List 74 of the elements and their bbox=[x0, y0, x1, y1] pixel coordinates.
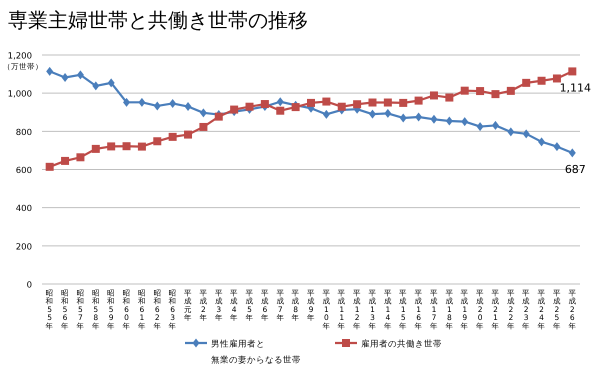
point bbox=[506, 86, 515, 95]
point bbox=[184, 102, 192, 112]
point bbox=[400, 113, 407, 122]
point bbox=[76, 70, 84, 80]
point bbox=[214, 112, 223, 121]
point bbox=[414, 96, 423, 105]
point bbox=[415, 112, 422, 122]
point bbox=[384, 108, 392, 118]
point bbox=[322, 98, 330, 106]
y-tick-label: 400 bbox=[16, 204, 32, 214]
point bbox=[122, 142, 131, 150]
point bbox=[445, 94, 454, 102]
data-label: 1,114 bbox=[560, 81, 592, 94]
point bbox=[92, 144, 100, 153]
point bbox=[399, 98, 408, 107]
point bbox=[368, 98, 376, 107]
point bbox=[430, 91, 438, 100]
point bbox=[200, 108, 207, 118]
point bbox=[538, 137, 546, 146]
point bbox=[446, 116, 453, 126]
point bbox=[199, 122, 208, 131]
point bbox=[246, 102, 254, 111]
point bbox=[492, 120, 499, 130]
point bbox=[76, 153, 84, 162]
point bbox=[553, 142, 560, 152]
point bbox=[322, 110, 330, 119]
point bbox=[507, 127, 514, 136]
point bbox=[168, 132, 177, 141]
point bbox=[92, 81, 100, 90]
point bbox=[46, 66, 54, 76]
y-tick-label: 0 bbox=[26, 280, 32, 290]
point bbox=[46, 162, 54, 171]
point bbox=[169, 98, 176, 108]
point bbox=[62, 73, 69, 82]
point bbox=[568, 148, 576, 158]
point bbox=[538, 76, 546, 85]
point bbox=[260, 100, 269, 108]
point bbox=[491, 90, 500, 98]
point bbox=[276, 97, 284, 106]
point bbox=[184, 130, 192, 139]
point bbox=[61, 156, 70, 165]
point bbox=[552, 74, 561, 82]
point bbox=[353, 100, 362, 108]
point bbox=[476, 122, 484, 132]
point bbox=[384, 98, 392, 107]
point bbox=[292, 103, 300, 112]
point bbox=[568, 67, 576, 76]
point bbox=[154, 101, 161, 110]
legend-label: 雇用者の共働き世帯 bbox=[361, 338, 442, 350]
y-tick-label: 200 bbox=[16, 242, 32, 252]
point bbox=[461, 117, 468, 126]
chart-title: 専業主婦世帯と共働き世帯の推移 bbox=[8, 8, 308, 32]
point bbox=[430, 114, 438, 124]
point bbox=[522, 78, 530, 87]
point bbox=[138, 98, 146, 107]
point bbox=[307, 98, 315, 107]
point bbox=[123, 98, 130, 107]
point bbox=[460, 86, 469, 95]
point bbox=[522, 129, 530, 138]
point bbox=[107, 142, 116, 150]
point bbox=[368, 110, 376, 119]
y-tick-label: 1,000 bbox=[8, 90, 32, 100]
y-tick-label: 1,200 bbox=[8, 52, 32, 62]
legend-label: 男性雇用者と無業の妻からなる世帯 bbox=[211, 338, 301, 366]
y-tick-label: 800 bbox=[16, 128, 32, 138]
point bbox=[338, 102, 346, 111]
data-label: 687 bbox=[564, 162, 586, 176]
y-tick-label: 600 bbox=[16, 166, 32, 176]
point bbox=[230, 106, 238, 114]
point bbox=[153, 137, 162, 146]
point bbox=[476, 87, 484, 96]
point bbox=[276, 106, 284, 115]
point bbox=[108, 78, 115, 88]
point bbox=[138, 142, 146, 151]
